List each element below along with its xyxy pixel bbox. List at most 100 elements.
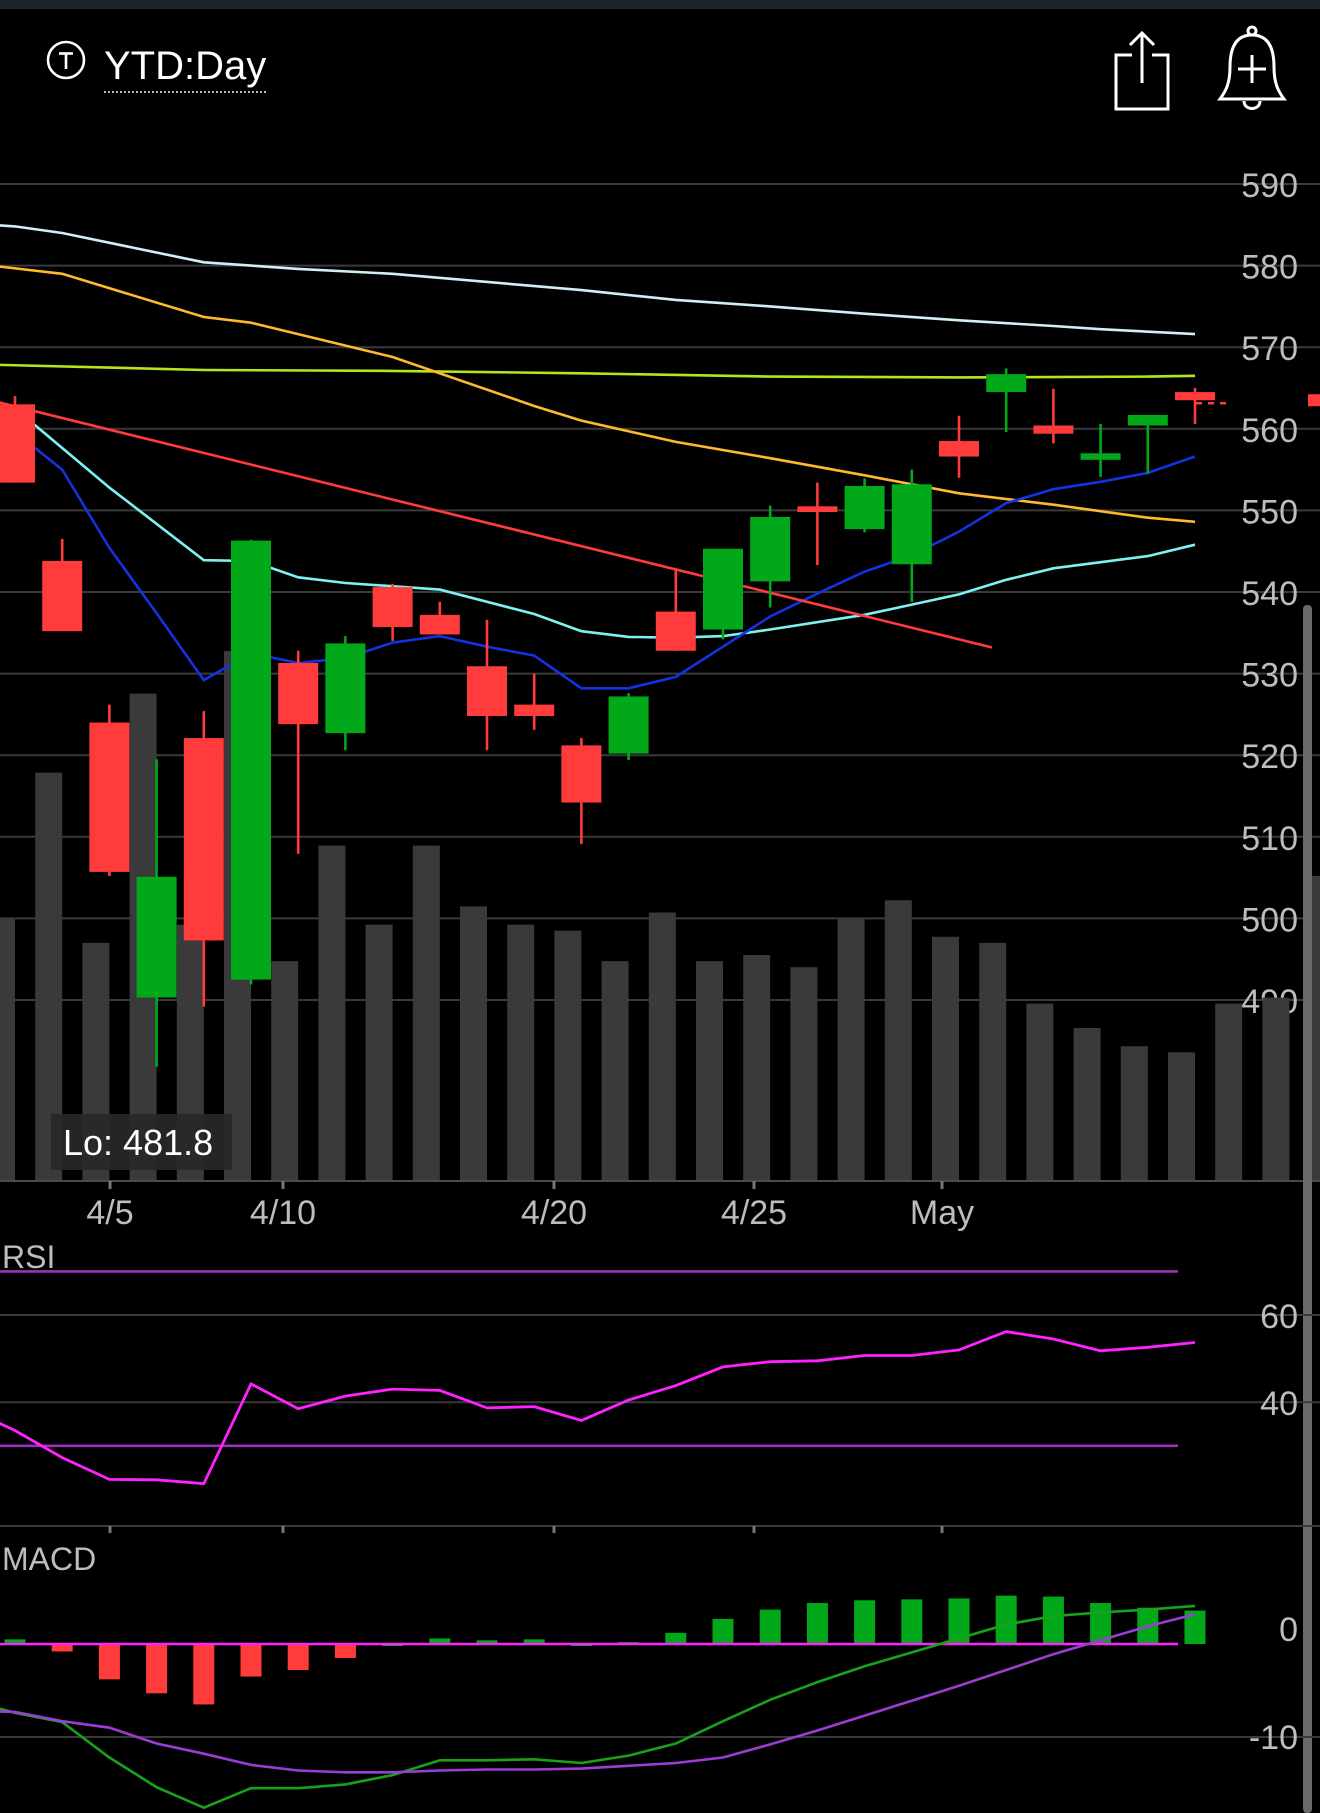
volume-bar — [554, 930, 582, 1180]
macd-histogram-bar — [4, 1639, 26, 1644]
macd-histogram-bar — [334, 1644, 356, 1658]
rsi-tick-label: 40 — [1260, 1385, 1298, 1423]
volume-bar — [790, 967, 818, 1180]
volume-bar — [412, 845, 440, 1180]
x-axis-tick-label: 4/20 — [521, 1194, 587, 1232]
volume-bar — [318, 845, 346, 1180]
low-price-badge: Lo: 481.8 — [51, 1114, 232, 1170]
candle-down — [419, 614, 460, 635]
macd-title: MACD — [2, 1541, 96, 1577]
macd-tick-label: -10 — [1249, 1719, 1298, 1757]
macd-histogram-bar — [476, 1640, 498, 1644]
rsi-tick-label: 60 — [1260, 1298, 1298, 1336]
macd-histogram-bar — [429, 1638, 451, 1644]
candle-down — [183, 738, 224, 941]
candle-down — [1033, 425, 1074, 434]
price-tick-label: 570 — [1241, 330, 1298, 368]
volume-bar — [507, 924, 535, 1180]
candle-down — [939, 441, 979, 457]
volume-bar — [1215, 1003, 1243, 1180]
macd-histogram-bar — [806, 1603, 828, 1644]
macd-histogram-bar — [523, 1639, 545, 1644]
rsi-title: RSI — [2, 1239, 55, 1275]
macd-tick-label: 0 — [1279, 1611, 1298, 1649]
macd-histogram-bar — [240, 1644, 262, 1677]
price-tick-label: 550 — [1241, 493, 1298, 531]
status-strip — [0, 0, 1320, 9]
macd-histogram-bar — [854, 1600, 876, 1644]
last-price-marker — [1308, 394, 1320, 407]
ticker-circle-icon[interactable] — [46, 40, 86, 80]
candle-up — [1127, 414, 1168, 426]
volume-bar — [1026, 1003, 1054, 1180]
price-tick-label: 560 — [1241, 412, 1298, 450]
candle-up — [891, 484, 932, 565]
x-axis-tick-label: 4/5 — [86, 1194, 133, 1232]
volume-bar — [35, 772, 63, 1180]
volume-bar — [743, 955, 771, 1180]
candle-up — [844, 485, 885, 530]
candle-up — [325, 643, 366, 734]
macd-histogram-bar — [146, 1644, 168, 1694]
macd-histogram-bar — [712, 1618, 734, 1644]
candle-down — [655, 611, 696, 651]
volume-bar — [601, 961, 629, 1180]
series-line-sma20 — [0, 404, 1196, 640]
macd-signal-line — [0, 1612, 1196, 1774]
macd-histogram-bar — [1042, 1596, 1064, 1644]
series-line-sma200 — [0, 224, 1196, 336]
candle-up — [136, 876, 177, 998]
macd-histogram-bar — [193, 1644, 215, 1705]
price-tick-label: 590 — [1241, 167, 1298, 205]
volume-bar — [1120, 1046, 1148, 1180]
series-line-sma100 — [0, 363, 1196, 379]
macd-histogram-bar — [948, 1598, 970, 1644]
macd-histogram-bar — [98, 1644, 120, 1680]
scroll-indicator — [1303, 605, 1312, 1813]
candle-down — [278, 662, 319, 725]
volume-bar — [648, 912, 676, 1180]
series-line-sma50 — [0, 265, 1196, 524]
candle-down — [561, 745, 602, 803]
candle-up — [986, 374, 1027, 393]
macd-histogram-bar — [1184, 1610, 1206, 1644]
candle-up — [750, 516, 791, 582]
x-axis-tick-label: 4/10 — [250, 1194, 316, 1232]
volume-bar — [1262, 997, 1290, 1180]
volume-bar — [979, 942, 1007, 1180]
volume-bar — [884, 900, 912, 1180]
candle-up — [703, 548, 743, 630]
price-tick-label: 580 — [1241, 249, 1298, 287]
macd-histogram-bar — [51, 1644, 73, 1652]
macd-histogram-bar — [287, 1644, 309, 1671]
candle-down — [42, 560, 83, 632]
volume-bar — [1309, 876, 1320, 1180]
macd-histogram-bar — [665, 1632, 687, 1644]
candle-down — [372, 587, 413, 628]
price-tick-label: 500 — [1241, 901, 1298, 939]
candle-down — [0, 404, 35, 483]
timeframe-selector[interactable]: YTD:Day — [104, 43, 267, 93]
volume-bar — [1168, 1052, 1195, 1180]
macd-line — [0, 1604, 1196, 1810]
series-line-trend — [0, 401, 993, 649]
macd-histogram-bar — [901, 1599, 923, 1644]
macd-histogram-bar — [995, 1595, 1017, 1644]
volume-bar — [932, 936, 959, 1180]
rsi-line — [0, 1330, 1196, 1486]
price-tick-label: 530 — [1241, 657, 1298, 695]
volume-bar — [365, 924, 393, 1180]
price-tick-label: 540 — [1241, 575, 1298, 613]
volume-bar — [0, 918, 15, 1180]
chart-header: YTD:Day — [0, 9, 1320, 119]
add-alert-bell-icon[interactable] — [1216, 25, 1288, 115]
x-axis-tick-label: 4/25 — [721, 1194, 787, 1232]
share-icon[interactable] — [1112, 25, 1172, 113]
volume-bar — [460, 906, 487, 1180]
volume-bar — [837, 918, 865, 1180]
series-line-ema9 — [0, 426, 1196, 690]
candle-down — [514, 704, 555, 717]
candle-up — [231, 540, 271, 980]
price-tick-label: 520 — [1241, 738, 1298, 776]
